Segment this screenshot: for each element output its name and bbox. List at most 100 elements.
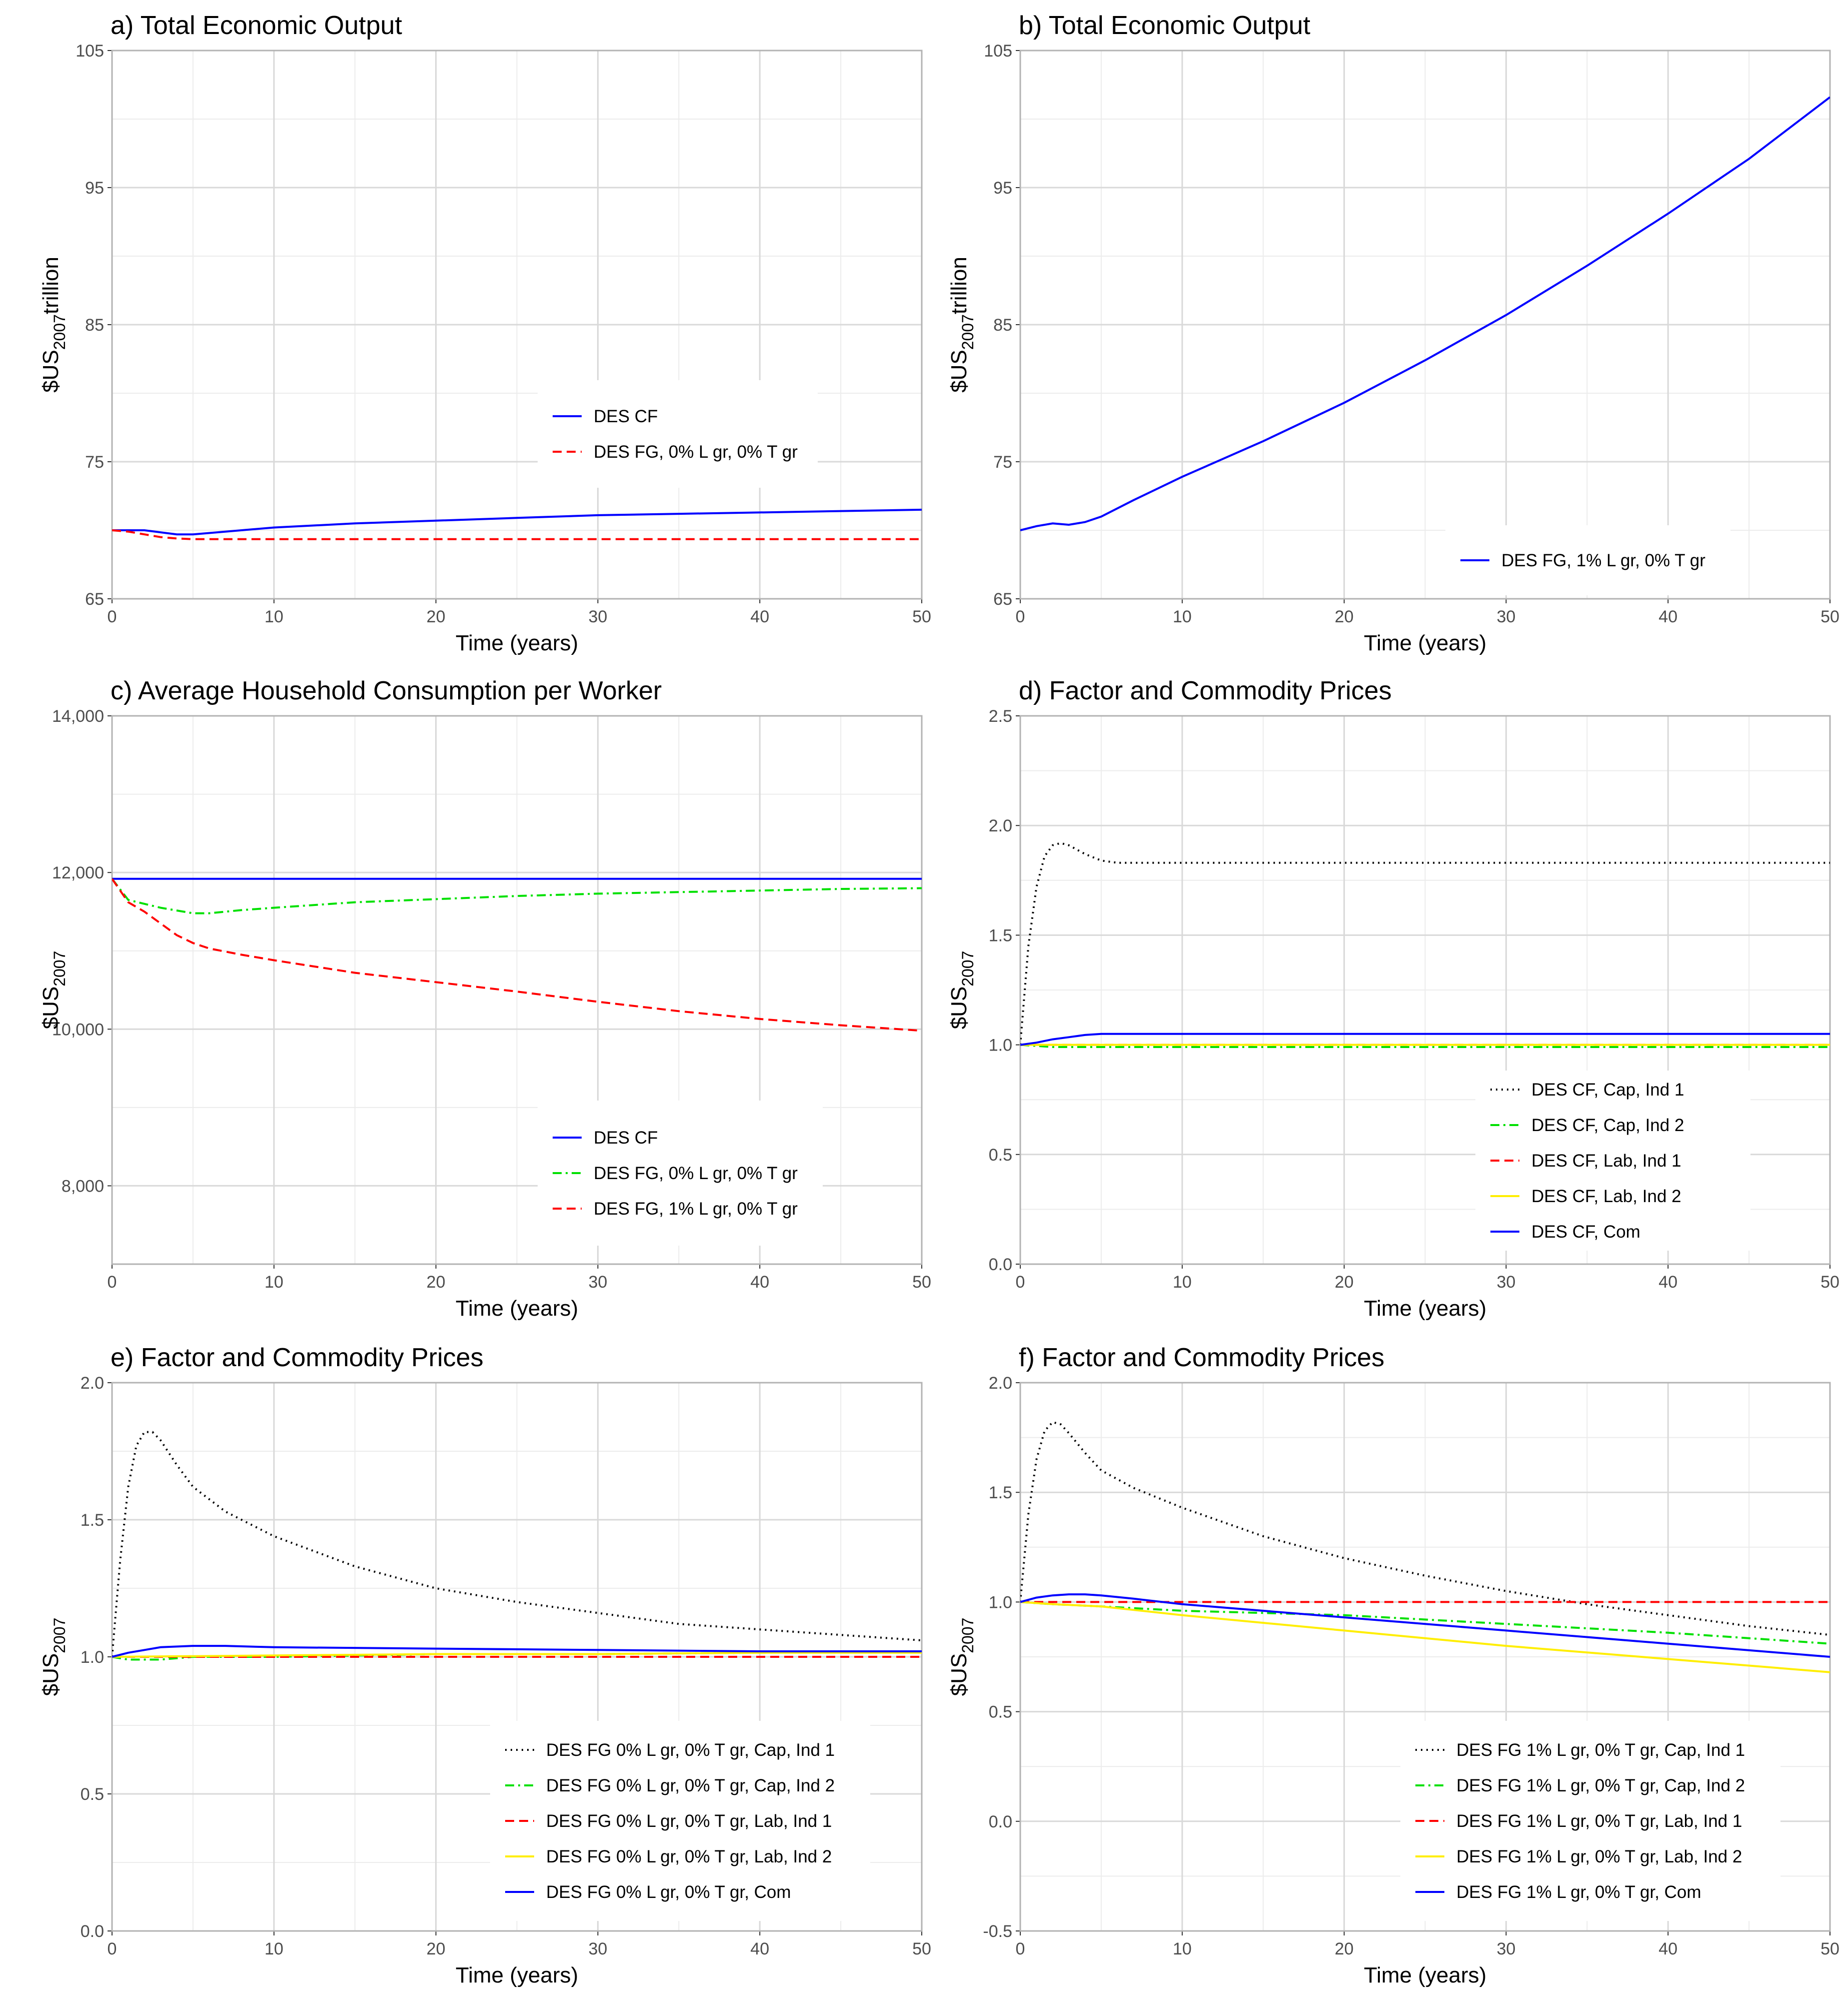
y-axis-title-subscript: 2007	[51, 314, 69, 350]
y-tick-label: 0.0	[81, 1922, 104, 1941]
x-tick-label: 20	[427, 1939, 446, 1958]
legend-label: DES FG 0% L gr, 0% T gr, Lab, Ind 2	[546, 1847, 832, 1866]
y-tick-label: 75	[85, 453, 104, 472]
x-tick-label: 20	[1335, 1939, 1354, 1958]
y-tick-label: 1.5	[81, 1511, 104, 1530]
legend-e: DES FG 0% L gr, 0% T gr, Cap, Ind 1 DES F…	[490, 1721, 870, 1921]
y-axis-title-main: $US	[947, 1653, 971, 1696]
y-tick-label: 14,000	[52, 707, 104, 726]
series-line-d-1	[1020, 1044, 1830, 1048]
x-tick-label: 50	[912, 1939, 931, 1958]
x-axis-title: Time (years)	[1364, 1963, 1486, 1987]
x-tick-label: 50	[912, 607, 931, 626]
plot-border	[111, 50, 923, 600]
y-tick-label: 1.5	[989, 926, 1012, 945]
y-axis-title-suffix: trillion	[947, 257, 971, 314]
panel-d-title: d) Factor and Commodity Prices	[1019, 676, 1392, 705]
y-axis-title-subscript: 2007	[51, 951, 69, 986]
x-axis-title: Time (years)	[1364, 631, 1486, 655]
legend-label: DES FG, 1% L gr, 0% T gr	[1501, 551, 1705, 570]
x-tick-label: 20	[427, 607, 446, 626]
series-line-c-1	[112, 878, 922, 914]
y-tick-label: 12,000	[52, 863, 104, 882]
panel-f-title: f) Factor and Commodity Prices	[1019, 1343, 1384, 1372]
legend-label: DES FG 0% L gr, 0% T gr, Cap, Ind 2	[546, 1776, 835, 1795]
x-axis-title: Time (years)	[456, 1963, 578, 1987]
y-tick-label: 1.0	[989, 1036, 1012, 1055]
x-tick-label: 30	[1496, 1273, 1515, 1292]
x-tick-label: 10	[265, 607, 284, 626]
x-axis-title: Time (years)	[456, 1296, 578, 1321]
y-tick-label: 1.0	[81, 1648, 104, 1667]
legend-label: DES CF, Com	[1531, 1222, 1640, 1242]
y-axis-title: $US2007trillion	[39, 257, 69, 393]
x-tick-label: 20	[1335, 1273, 1354, 1292]
x-tick-label: 40	[1658, 607, 1677, 626]
legend-label: DES FG 1% L gr, 0% T gr, Lab, Ind 1	[1456, 1811, 1742, 1831]
legend-background	[490, 1721, 870, 1921]
x-tick-label: 10	[1173, 1273, 1192, 1292]
y-tick-label: 85	[85, 316, 104, 335]
x-tick-label: 40	[750, 1273, 769, 1292]
y-tick-label: 0.5	[989, 1703, 1012, 1722]
x-tick-label: 50	[912, 1273, 931, 1292]
y-axis-title-subscript: 2007	[959, 1618, 977, 1653]
x-tick-label: 30	[588, 607, 607, 626]
y-axis-title-subscript: 2007	[51, 1618, 69, 1653]
legend-label: DES FG 0% L gr, 0% T gr, Cap, Ind 1	[546, 1740, 835, 1760]
x-axis-title: Time (years)	[456, 631, 578, 655]
y-axis-title: $US2007trillion	[947, 257, 977, 393]
x-tick-label: 0	[108, 1273, 117, 1292]
series-line-d-0	[1020, 842, 1830, 1045]
x-tick-label: 30	[1496, 1939, 1515, 1958]
y-axis-title-suffix: trillion	[39, 257, 63, 314]
plot-border	[111, 715, 923, 1265]
y-tick-label: 75	[993, 453, 1012, 472]
legend-label: DES FG 0% L gr, 0% T gr, Com	[546, 1882, 791, 1902]
y-tick-label: 8,000	[62, 1177, 104, 1196]
series-line-a-1	[112, 529, 922, 540]
series-line-f-3	[1020, 1601, 1830, 1673]
y-tick-label: 0.5	[81, 1785, 104, 1804]
y-tick-label: 0.0	[989, 1255, 1012, 1274]
legend-background	[1400, 1721, 1780, 1921]
x-tick-label: 40	[750, 1939, 769, 1958]
y-tick-label: 1.0	[989, 1593, 1012, 1612]
legend-label: DES FG 1% L gr, 0% T gr, Lab, Ind 2	[1456, 1847, 1742, 1866]
y-tick-label: 0.5	[989, 1146, 1012, 1165]
x-tick-label: 10	[265, 1939, 284, 1958]
y-axis-title: $US2007	[39, 1618, 69, 1696]
y-tick-label: 65	[993, 590, 1012, 609]
series-line-e-3	[112, 1651, 922, 1658]
legend-label: DES CF	[594, 1128, 658, 1148]
legend-label: DES CF, Cap, Ind 1	[1531, 1080, 1684, 1100]
y-tick-label: 2.0	[81, 1374, 104, 1393]
y-tick-label: 105	[984, 42, 1012, 61]
y-tick-label: 95	[993, 179, 1012, 198]
y-tick-label: -0.5	[983, 1922, 1012, 1941]
y-tick-label: 85	[993, 316, 1012, 335]
y-tick-label: 65	[85, 590, 104, 609]
y-axis-title-subscript: 2007	[959, 951, 977, 986]
y-tick-label: 2.5	[989, 707, 1012, 726]
y-tick-label: 2.0	[989, 816, 1012, 835]
y-axis-title: $US2007	[947, 951, 977, 1030]
panel-b-title: b) Total Economic Output	[1019, 11, 1310, 40]
legend-f: DES FG 1% L gr, 0% T gr, Cap, Ind 1 DES F…	[1400, 1721, 1780, 1921]
series-line-c-2	[112, 878, 922, 1032]
y-tick-label: 1.5	[989, 1483, 1012, 1502]
x-tick-label: 0	[1016, 1939, 1025, 1958]
y-axis-title-main: $US	[39, 350, 63, 393]
legend-label: DES FG, 1% L gr, 0% T gr	[594, 1199, 798, 1219]
x-tick-label: 0	[108, 1939, 117, 1958]
x-axis-title: Time (years)	[1364, 1296, 1486, 1321]
y-axis-title-main: $US	[39, 1653, 63, 1696]
legend-background	[1445, 525, 1730, 595]
legend-label: DES CF, Lab, Ind 1	[1531, 1151, 1681, 1171]
series-line-f-4	[1020, 1593, 1830, 1658]
x-tick-label: 10	[1173, 1939, 1192, 1958]
legend-c: DES CF DES FG, 0% L gr, 0% T gr DES FG, 1%…	[538, 1101, 823, 1246]
x-tick-label: 10	[265, 1273, 284, 1292]
x-tick-label: 40	[1658, 1939, 1677, 1958]
